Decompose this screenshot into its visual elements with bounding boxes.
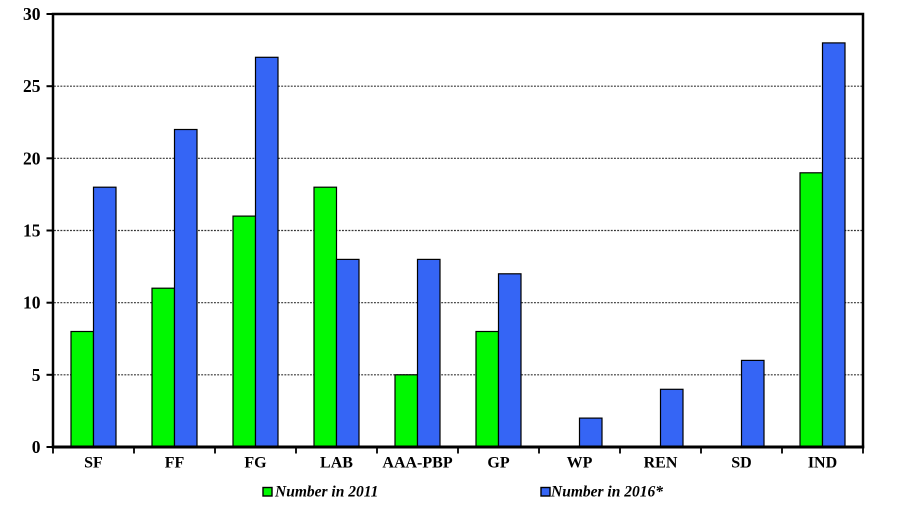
svg-text:REN: REN xyxy=(644,455,678,472)
svg-text:LAB: LAB xyxy=(320,455,353,472)
svg-text:FG: FG xyxy=(244,455,267,472)
svg-text:IND: IND xyxy=(808,455,837,472)
svg-text:10: 10 xyxy=(23,293,41,313)
svg-text:GP: GP xyxy=(487,455,509,472)
svg-text:SD: SD xyxy=(731,455,751,472)
svg-text:WP: WP xyxy=(567,455,593,472)
svg-text:AAA-PBP: AAA-PBP xyxy=(382,455,452,472)
svg-text:5: 5 xyxy=(32,365,41,385)
svg-text:30: 30 xyxy=(23,4,41,24)
svg-text:25: 25 xyxy=(23,76,41,96)
svg-text:SF: SF xyxy=(84,455,103,472)
svg-text:FF: FF xyxy=(165,455,185,472)
svg-text:Number in 2011: Number in 2011 xyxy=(274,484,378,501)
svg-text:Number in 2016*: Number in 2016* xyxy=(550,484,663,501)
svg-text:20: 20 xyxy=(23,148,41,168)
svg-text:0: 0 xyxy=(32,437,41,457)
svg-text:15: 15 xyxy=(23,221,41,241)
